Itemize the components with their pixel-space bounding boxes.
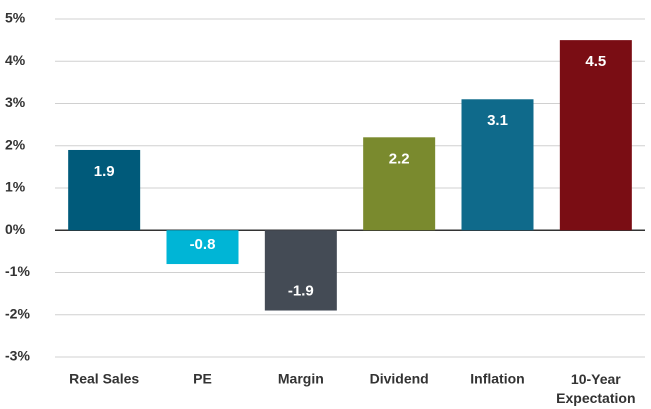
bar: [559, 40, 632, 231]
bar: [363, 137, 436, 231]
bar: [461, 99, 534, 231]
y-tick-label: -3%: [5, 348, 30, 364]
y-tick-label: 0%: [5, 221, 26, 237]
value-label: -0.8: [190, 236, 216, 253]
bar: [166, 230, 239, 265]
y-tick-label: 1%: [5, 179, 26, 195]
value-label: 1.9: [94, 163, 115, 180]
y-tick-label: 4%: [5, 52, 26, 68]
value-label: 4.5: [585, 53, 606, 70]
bar: [68, 149, 141, 231]
y-tick-label: 3%: [5, 94, 26, 110]
x-tick-label: Real Sales: [69, 371, 139, 387]
x-tick-label: Inflation: [470, 371, 524, 387]
y-tick-label: 2%: [5, 136, 26, 152]
y-tick-label: 5%: [5, 10, 26, 26]
x-tick-label: Dividend: [370, 371, 429, 387]
y-tick-label: -2%: [5, 305, 30, 321]
y-tick-label: -1%: [5, 263, 30, 279]
value-label: -1.9: [288, 282, 314, 299]
value-label: 3.1: [487, 112, 508, 129]
x-tick-label: 10-Year Expectation: [556, 371, 635, 406]
value-label: 2.2: [389, 150, 410, 167]
x-tick-label: Margin: [278, 371, 324, 387]
bar: [264, 230, 337, 311]
x-tick-label: PE: [193, 371, 212, 387]
